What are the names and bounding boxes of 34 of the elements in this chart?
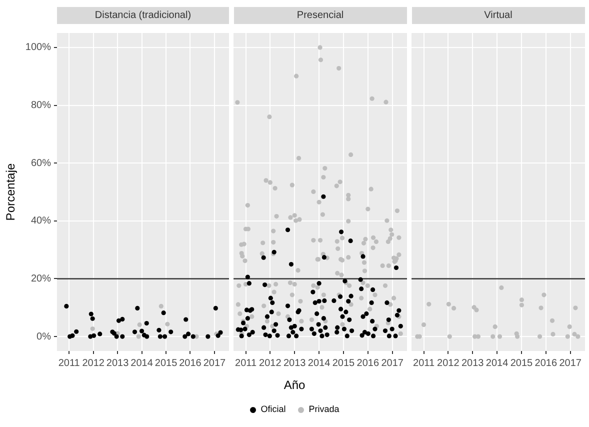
chart-title: Virtual — [412, 7, 585, 24]
x-tick-label: 2011 — [58, 358, 80, 369]
y-tick-label: 60% — [30, 158, 52, 169]
x-axis-title: Año — [282, 378, 306, 392]
y-tick-label: 80% — [30, 100, 52, 112]
x-tick-label: 2015 — [332, 358, 356, 369]
x-tick-label: 2016 — [534, 358, 558, 369]
y-tick-label: 40% — [30, 216, 52, 227]
x-tick-label: 2017 — [559, 358, 582, 369]
x-tick-label: 2014 — [130, 358, 154, 369]
x-tick-label: 2017 — [381, 358, 404, 369]
x-tick-label: 2014 — [308, 358, 331, 369]
x-tick-label: 2015 — [510, 358, 534, 369]
x-tick-label: 2013 — [461, 358, 484, 369]
x-tick-label: 2011 — [234, 358, 257, 369]
x-tick-label: 2016 — [356, 358, 380, 369]
chart-title: Presencial — [234, 7, 407, 24]
x-tick-label: 2013 — [106, 358, 130, 369]
legend-label: Oficial — [260, 404, 286, 414]
x-tick-label: 2016 — [179, 358, 202, 369]
x-tick-label: 2015 — [154, 358, 178, 369]
x-tick-label: 2013 — [283, 358, 306, 369]
y-tick-label: 20% — [30, 273, 52, 284]
y-tick-label: 0% — [36, 331, 52, 342]
x-tick-label: 2017 — [203, 358, 226, 369]
legend-label: Privada — [308, 404, 340, 414]
y-axis-title: Porcentaje — [4, 162, 18, 221]
x-tick-label: 2014 — [486, 358, 509, 369]
x-tick-label: 2012 — [437, 358, 460, 369]
y-tick-label: 100% — [25, 42, 52, 54]
x-tick-label: 2012 — [259, 358, 282, 369]
x-tick-label: 2011 — [412, 358, 435, 369]
x-tick-label: 2012 — [82, 358, 105, 369]
chart-title: Distancia (tradicional) — [56, 7, 229, 24]
